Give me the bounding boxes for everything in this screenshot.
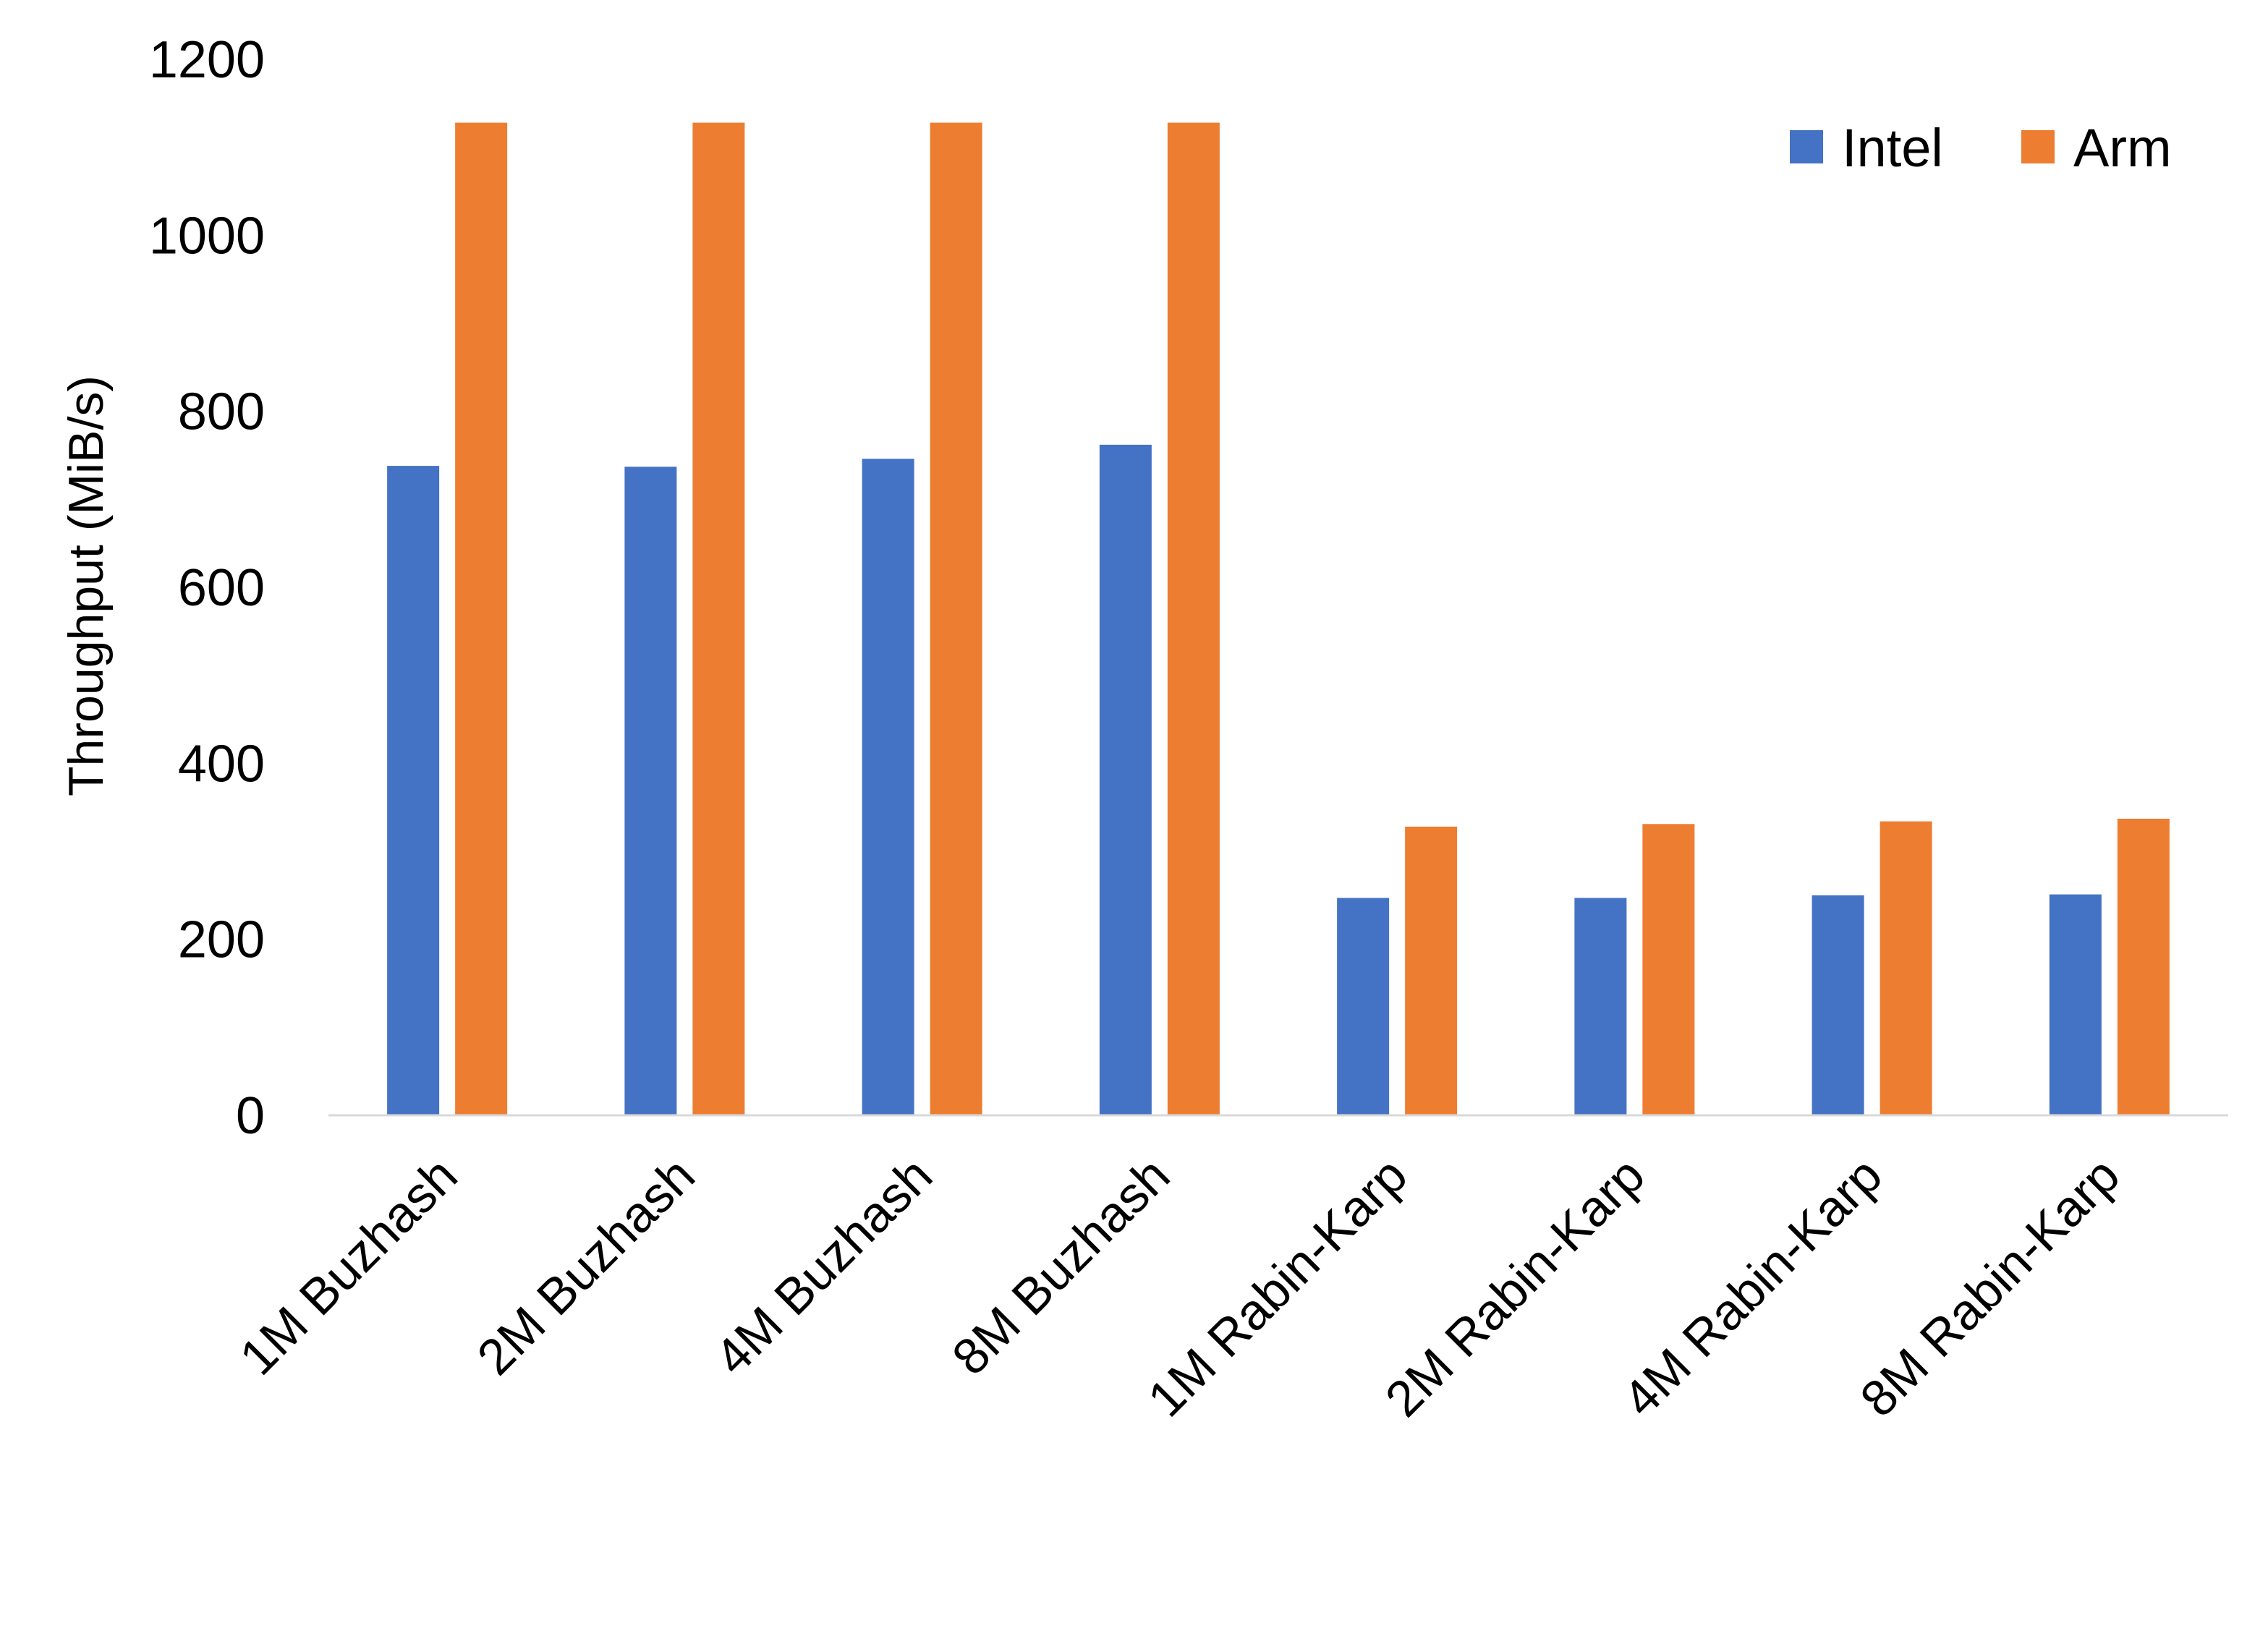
bar-intel-4 (1337, 898, 1390, 1115)
bar-intel-1 (624, 467, 677, 1115)
legend-label-arm: Arm (2073, 118, 2172, 178)
bar-arm-5 (1642, 824, 1695, 1115)
x-tick-label: 8M Buzhash (941, 1146, 1180, 1385)
bar-intel-5 (1574, 898, 1627, 1115)
y-tick-label: 1200 (149, 31, 265, 89)
y-tick-label: 800 (178, 383, 265, 441)
bar-arm-4 (1405, 826, 1458, 1115)
bar-intel-3 (1099, 444, 1152, 1115)
bar-intel-7 (2049, 894, 2102, 1115)
bar-arm-6 (1880, 821, 1932, 1115)
bar-arm-0 (455, 122, 508, 1116)
x-tick-label: 1M Buzhash (229, 1146, 467, 1385)
legend-swatch-intel (1790, 130, 1823, 163)
y-tick-label: 200 (178, 911, 265, 969)
y-tick-label: 1000 (149, 207, 265, 265)
x-tick-label: 4M Rabin-Karp (1612, 1146, 1893, 1427)
legend-swatch-arm (2021, 130, 2055, 163)
bar-intel-6 (1812, 895, 1864, 1115)
y-tick-label: 0 (236, 1087, 265, 1145)
x-tick-label: 4M Buzhash (704, 1146, 943, 1385)
y-axis-ticks: 0 200 400 600 800 1000 1200 (149, 31, 265, 1145)
bar-intel-2 (862, 459, 914, 1115)
legend-label-intel: Intel (1842, 118, 1943, 178)
bar-intel-0 (387, 466, 440, 1115)
bar-arm-3 (1167, 122, 1220, 1116)
y-tick-label: 400 (178, 735, 265, 793)
y-axis-label: Throughput (MiB/s) (59, 375, 114, 796)
x-tick-label: 2M Rabin-Karp (1375, 1146, 1655, 1427)
legend: Intel Arm (1790, 118, 2172, 178)
bar-arm-7 (2117, 818, 2170, 1115)
y-tick-label: 600 (178, 559, 265, 617)
x-tick-label: 2M Buzhash (467, 1146, 705, 1385)
bars (387, 122, 2170, 1116)
bar-arm-1 (692, 122, 745, 1116)
bar-arm-2 (930, 122, 982, 1116)
x-tick-label: 8M Rabin-Karp (1849, 1146, 2130, 1427)
x-tick-label: 1M Rabin-Karp (1137, 1146, 1418, 1427)
